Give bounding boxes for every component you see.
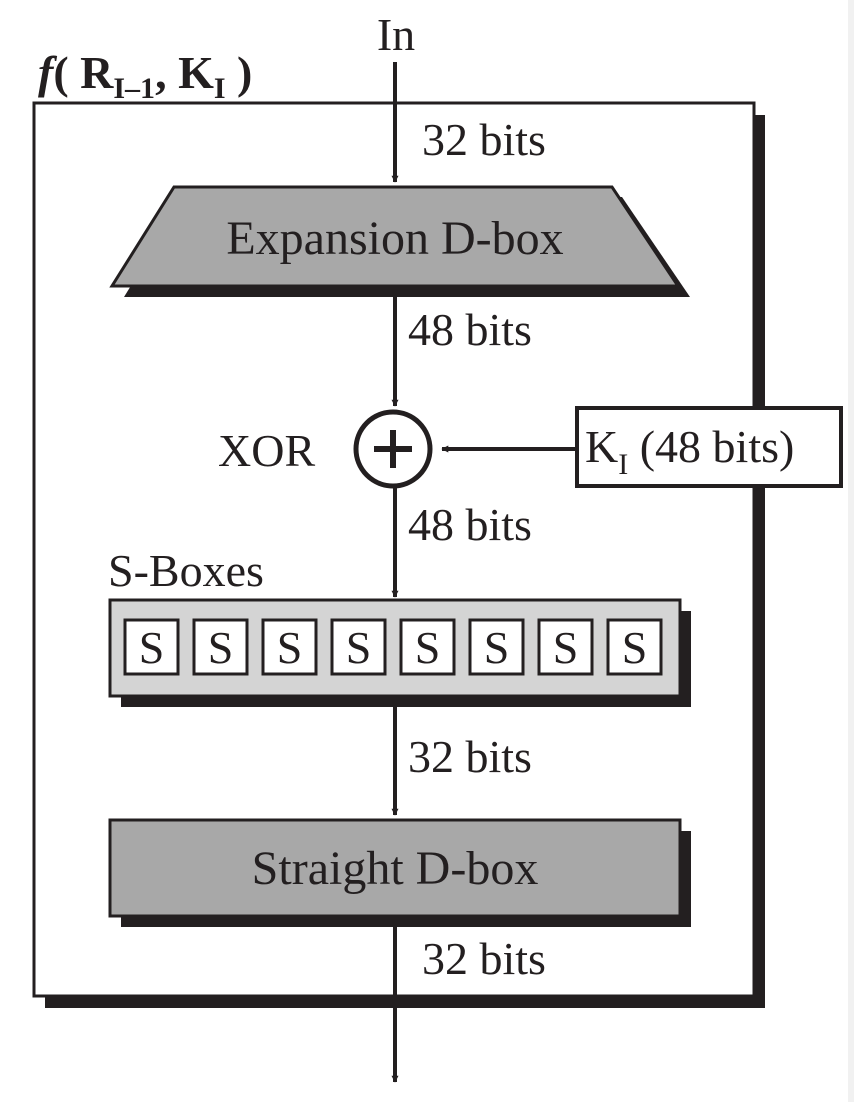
expansion-dbox bbox=[109, 185, 681, 288]
sbox-letter: S bbox=[415, 622, 441, 673]
sbox-letter: S bbox=[622, 622, 648, 673]
sbox-3: S bbox=[261, 618, 318, 676]
sbox-cell bbox=[468, 618, 525, 676]
sbox-7: S bbox=[537, 618, 594, 676]
page-edge-strip bbox=[848, 0, 854, 1102]
xor-label: XOR bbox=[218, 425, 315, 476]
label-48-bits-expansion: 48 bits bbox=[408, 304, 532, 355]
sbox-letter: S bbox=[484, 622, 510, 673]
straight-dbox-label: Straight D-box bbox=[252, 842, 539, 895]
sbox-6: S bbox=[468, 618, 525, 676]
round-key-box bbox=[575, 406, 843, 488]
sbox-cell bbox=[399, 618, 456, 676]
xor-icon bbox=[353, 409, 433, 489]
straight-dbox bbox=[108, 818, 682, 918]
sbox-cell bbox=[192, 618, 249, 676]
sbox-5: S bbox=[399, 618, 456, 676]
label-48-bits-xor: 48 bits bbox=[408, 499, 532, 550]
sbox-4: S bbox=[330, 618, 387, 676]
sbox-cell bbox=[606, 618, 663, 676]
sboxes-label: S-Boxes bbox=[108, 545, 264, 596]
function-title: f( RI–1, KI ) bbox=[38, 47, 252, 105]
sbox-letter: S bbox=[277, 622, 303, 673]
sbox-cell bbox=[261, 618, 318, 676]
label-32-bits-in: 32 bits bbox=[422, 114, 546, 165]
input-label: In bbox=[377, 9, 415, 60]
sbox-letter: S bbox=[346, 622, 372, 673]
expansion-dbox-label: Expansion D-box bbox=[226, 212, 563, 265]
sbox-letter: S bbox=[553, 622, 579, 673]
label-32-bits-sboxes: 32 bits bbox=[408, 731, 532, 782]
sbox-1: S bbox=[123, 618, 180, 676]
label-32-bits-out: 32 bits bbox=[422, 933, 546, 984]
round-key-label: KI (48 bits) bbox=[585, 421, 794, 481]
sbox-cell bbox=[537, 618, 594, 676]
sbox-letter: S bbox=[208, 622, 234, 673]
sbox-cell bbox=[123, 618, 180, 676]
sbox-2: S bbox=[192, 618, 249, 676]
sbox-letter: S bbox=[139, 622, 165, 673]
sbox-cell bbox=[330, 618, 387, 676]
sbox-8: S bbox=[606, 618, 663, 676]
